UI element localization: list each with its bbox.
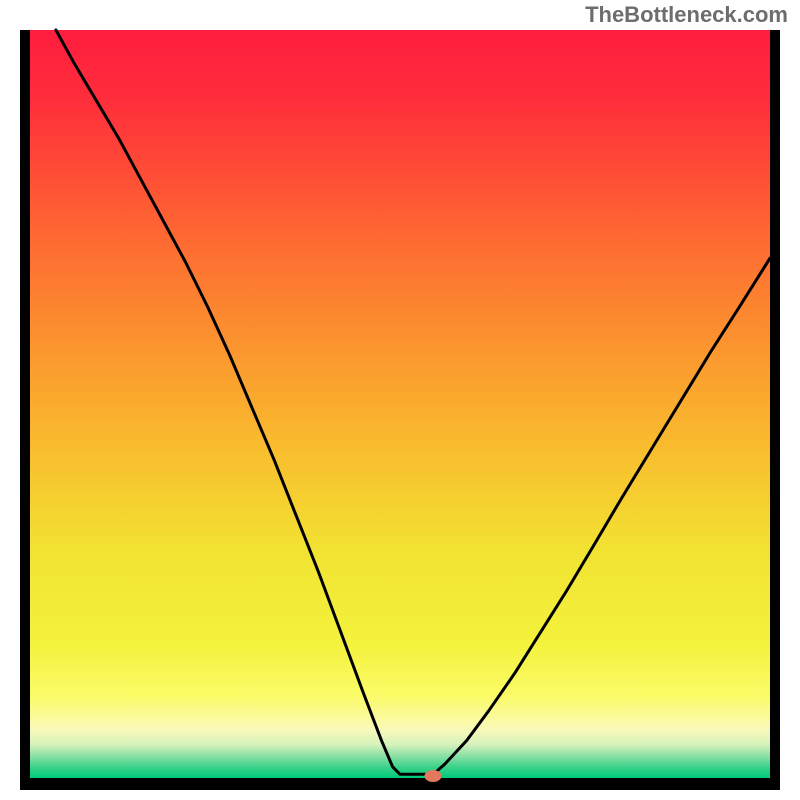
curve-path	[56, 30, 770, 774]
bottleneck-curve	[30, 30, 770, 778]
chart-container: TheBottleneck.com	[0, 0, 800, 800]
watermark-text: TheBottleneck.com	[585, 2, 788, 28]
optimum-marker	[425, 770, 442, 782]
